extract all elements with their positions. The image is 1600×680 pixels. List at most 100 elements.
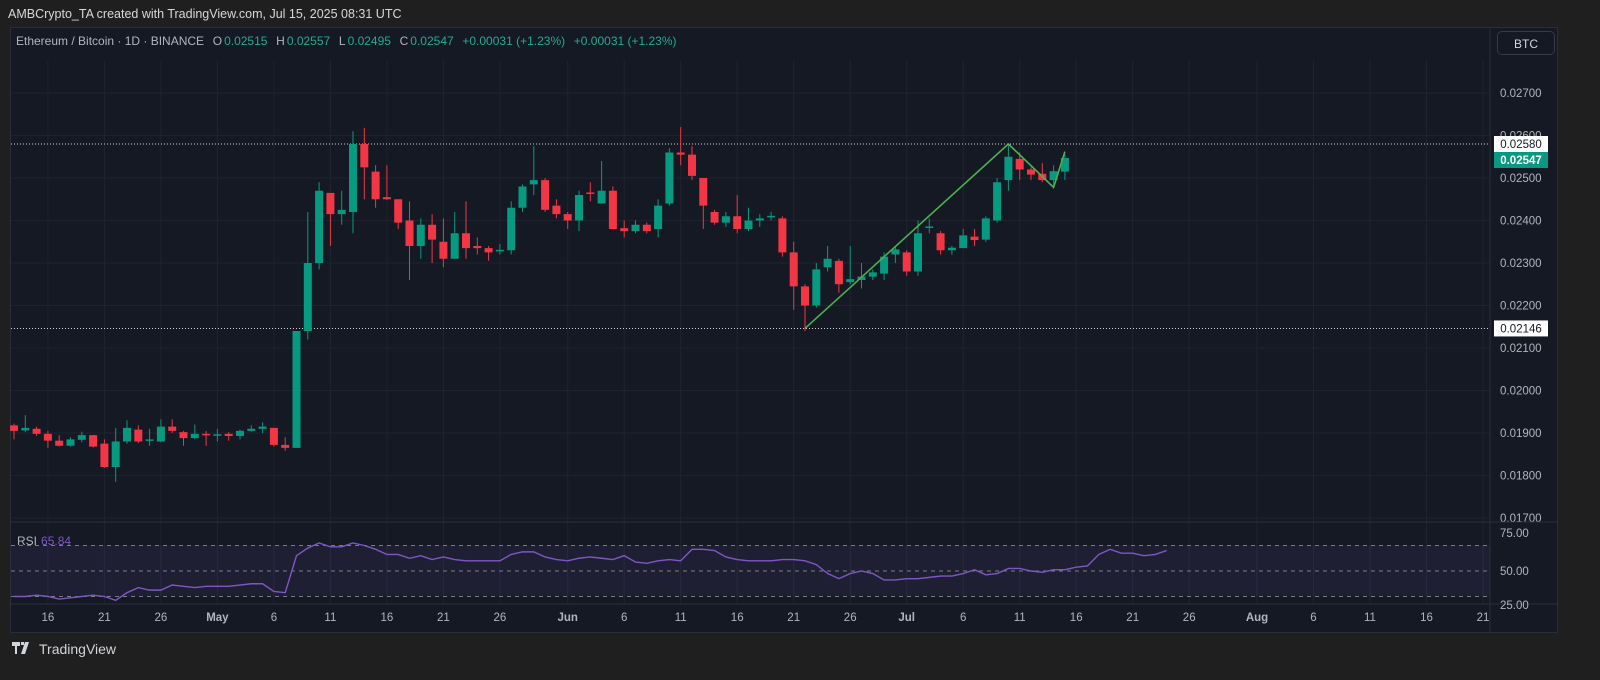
bullish-candle bbox=[654, 205, 663, 229]
price-tick-label: 0.02200 bbox=[1500, 301, 1542, 313]
close-value: 0.02547 bbox=[410, 34, 454, 48]
bullish-candle bbox=[450, 233, 459, 259]
bullish-candle bbox=[292, 331, 301, 448]
bullish-candle bbox=[529, 180, 538, 185]
bearish-candle bbox=[382, 197, 391, 200]
rsi-tick-label: 50.00 bbox=[1500, 566, 1529, 578]
bearish-candle bbox=[10, 425, 18, 431]
bearish-candle bbox=[439, 241, 448, 259]
time-tick-label: 6 bbox=[1310, 612, 1316, 624]
horizontal-levels bbox=[11, 143, 1490, 329]
rsi-tick-label: 75.00 bbox=[1500, 528, 1529, 540]
tradingview-brand[interactable]: TradingView bbox=[12, 641, 116, 657]
bearish-candle bbox=[394, 199, 403, 223]
bullish-candle bbox=[597, 190, 606, 204]
time-tick-label: 21 bbox=[1126, 612, 1139, 624]
price-tick-label: 0.01800 bbox=[1500, 471, 1542, 483]
time-tick-label: 6 bbox=[960, 612, 966, 624]
bearish-candle bbox=[801, 286, 809, 306]
bullish-candle bbox=[66, 439, 75, 446]
rsi-tick-label: 25.00 bbox=[1500, 600, 1529, 612]
bearish-candle bbox=[484, 248, 493, 253]
candles bbox=[10, 127, 1069, 482]
bullish-candle bbox=[631, 224, 640, 232]
bearish-candle bbox=[541, 180, 550, 210]
bullish-candle bbox=[518, 186, 527, 208]
bearish-candle bbox=[269, 427, 278, 445]
high-value: 0.02557 bbox=[286, 34, 331, 48]
bearish-candle bbox=[179, 432, 188, 439]
bullish-candle bbox=[744, 220, 753, 229]
bearish-candle bbox=[428, 224, 437, 240]
bearish-candle bbox=[586, 192, 595, 194]
bearish-candle bbox=[43, 433, 52, 441]
high-label: H bbox=[276, 34, 285, 48]
brand-name: TradingView bbox=[39, 641, 117, 657]
bullish-candle bbox=[1004, 156, 1013, 181]
chart-panel[interactable] bbox=[10, 27, 1558, 633]
trendline bbox=[804, 142, 1066, 330]
bullish-candle bbox=[721, 216, 730, 223]
open-label: O bbox=[212, 34, 223, 48]
bullish-candle bbox=[823, 258, 832, 268]
bullish-candle bbox=[123, 427, 131, 442]
bearish-candle bbox=[281, 444, 290, 448]
time-tick-label: 21 bbox=[1477, 612, 1490, 624]
bullish-candle bbox=[959, 235, 968, 249]
level-price-label: 0.02580 bbox=[1500, 139, 1542, 151]
currency-unit-button[interactable]: BTC bbox=[1497, 31, 1555, 55]
bearish-candle bbox=[32, 428, 41, 434]
bearish-candle bbox=[834, 260, 843, 285]
bearish-candle bbox=[778, 218, 787, 253]
bearish-candle bbox=[563, 214, 572, 221]
open-value: 0.02515 bbox=[224, 34, 268, 48]
bullish-candle bbox=[1049, 171, 1058, 181]
time-tick-label: Aug bbox=[1246, 612, 1268, 624]
bullish-candle bbox=[981, 218, 990, 240]
bullish-candle bbox=[947, 247, 956, 251]
last-price-label: 0.02547 bbox=[1500, 155, 1542, 167]
bullish-candle bbox=[145, 439, 154, 441]
price-tick-label: 0.02000 bbox=[1500, 386, 1542, 398]
bullish-candle bbox=[880, 256, 889, 274]
bullish-candle bbox=[846, 279, 855, 283]
low-value: 0.02495 bbox=[347, 34, 391, 48]
time-tick-label: 16 bbox=[42, 612, 55, 624]
time-tick-label: 16 bbox=[731, 612, 744, 624]
bearish-candle bbox=[936, 233, 945, 251]
axes: 0.027000.026000.025000.024000.023000.022… bbox=[11, 27, 1557, 632]
time-tick-label: 26 bbox=[155, 612, 168, 624]
bearish-candle bbox=[100, 443, 109, 467]
bearish-candle bbox=[676, 152, 685, 155]
time-tick-label: 16 bbox=[1420, 612, 1433, 624]
chart-credit: AMBCrypto_TA created with TradingView.co… bbox=[8, 7, 402, 21]
close-label: C bbox=[399, 34, 409, 48]
bullish-candle bbox=[891, 249, 900, 255]
time-tick-label: 21 bbox=[437, 612, 450, 624]
level-price-badge bbox=[1494, 136, 1548, 152]
bearish-candle bbox=[360, 144, 369, 168]
rsi-label: RSI bbox=[17, 534, 38, 548]
symbol-legend: Ethereum / Bitcoin · 1D · BINANCE O 0.025… bbox=[16, 34, 679, 48]
bearish-candle bbox=[733, 216, 742, 229]
time-tick-label: 11 bbox=[675, 612, 687, 624]
bearish-candle bbox=[371, 171, 380, 200]
bullish-candle bbox=[337, 209, 346, 215]
rsi-line bbox=[14, 542, 1167, 602]
bearish-candle bbox=[620, 228, 629, 232]
time-tick-label: Jul bbox=[898, 612, 915, 624]
bullish-candle bbox=[993, 182, 1002, 221]
time-tick-label: 16 bbox=[1070, 612, 1083, 624]
bullish-candle bbox=[258, 426, 267, 429]
price-tick-label: 0.02500 bbox=[1500, 173, 1542, 185]
price-tick-label: 0.01700 bbox=[1500, 513, 1542, 525]
bearish-candle bbox=[902, 252, 911, 272]
bullish-candle bbox=[575, 195, 583, 221]
bullish-candle bbox=[507, 207, 516, 251]
last-price-badge bbox=[1494, 152, 1548, 169]
time-tick-label: 26 bbox=[494, 612, 507, 624]
bearish-candle bbox=[552, 205, 561, 215]
bullish-candle bbox=[349, 144, 357, 212]
time-tick-label: 16 bbox=[381, 612, 394, 624]
